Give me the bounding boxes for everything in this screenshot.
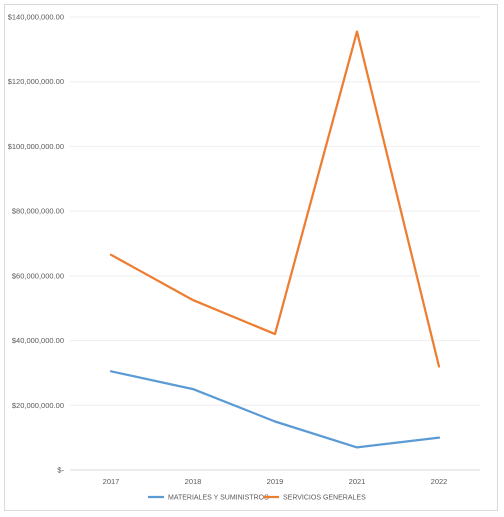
y-tick-label: $80,000,000.00 [12,207,64,216]
y-tick-label: $20,000,000.00 [12,401,64,410]
gridlines [70,16,480,471]
legend-label: MATERIALES Y SUMINISTROS [168,495,269,502]
y-tick-label: $100,000,000.00 [8,142,64,151]
x-tick-label: 2018 [185,477,202,486]
x-tick-label: 2017 [103,477,120,486]
y-tick-label: $40,000,000.00 [12,336,64,345]
legend-label: SERVICIOS GENERALES [283,495,366,502]
y-tick-label: $140,000,000.00 [8,13,64,22]
series-line-0 [109,370,441,449]
x-tick-label: 2019 [267,477,284,486]
y-axis: $- $20,000,000.00 $40,000,000.00 $60,000,00… [8,13,65,475]
legend: MATERIALES Y SUMINISTROS SERVICIOS GENERA… [148,495,366,502]
x-tick-label: 2022 [431,477,448,486]
y-tick-label: $60,000,000.00 [12,271,64,280]
series-lines [109,30,441,449]
x-tick-label: 2021 [349,477,366,486]
y-tick-label: $120,000,000.00 [8,77,64,86]
x-axis: 2017 2018 2019 2021 2022 [103,477,448,486]
chart-area [4,4,498,511]
series-line-1 [109,30,441,368]
y-tick-label: $- [57,466,64,475]
